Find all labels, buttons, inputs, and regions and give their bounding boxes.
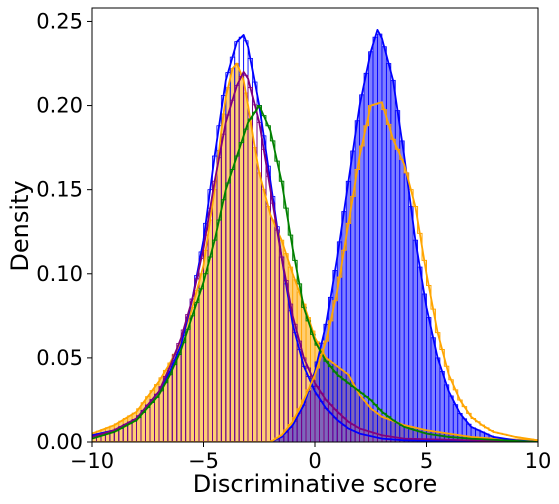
histogram-bar — [430, 337, 436, 442]
histogram-bar — [198, 273, 204, 442]
histogram-bar — [261, 189, 267, 442]
plot-content — [92, 28, 538, 442]
histogram-bar — [238, 74, 245, 442]
histogram-bar — [377, 33, 383, 442]
histogram-bar — [194, 290, 200, 442]
histogram-bar — [274, 229, 280, 442]
histogram-bar — [220, 113, 227, 442]
kde-line-3 — [92, 71, 538, 442]
histogram-bar — [189, 307, 195, 442]
histogram-bar — [417, 266, 423, 442]
histogram-bar — [212, 189, 218, 442]
histogram-bar — [256, 172, 262, 442]
x-axis-label: Discriminative score — [193, 470, 438, 498]
histogram-bar — [247, 119, 253, 442]
x-tick-label: 5 — [420, 449, 433, 473]
y-tick-label: 0.10 — [36, 262, 83, 286]
histogram-bar — [426, 317, 432, 442]
histogram-bar — [127, 415, 133, 442]
histogram-bar — [421, 293, 427, 442]
y-tick-label: 0.05 — [36, 346, 83, 370]
y-axis-label: Density — [6, 180, 34, 271]
histogram-bar — [243, 92, 249, 442]
histogram-bar — [118, 420, 124, 442]
histogram-bar — [131, 412, 137, 442]
histogram-bar — [122, 418, 129, 442]
y-tick-label: 0.15 — [36, 178, 83, 202]
histogram-bar — [435, 357, 441, 442]
histogram-bar — [412, 239, 418, 442]
y-tick-label: 0.25 — [36, 9, 83, 33]
x-tick-label: 10 — [525, 449, 552, 473]
histogram-bar — [399, 140, 405, 442]
histogram-bar — [216, 150, 222, 442]
histogram-bar — [225, 87, 231, 442]
histogram-bar — [448, 395, 454, 442]
histogram-bar — [452, 404, 459, 442]
kde-line-1 — [92, 28, 538, 442]
histogram-bar — [372, 36, 378, 442]
x-tick-label: 0 — [308, 449, 321, 473]
histogram-bar — [185, 320, 191, 442]
y-tick-label: 0.20 — [36, 94, 83, 118]
histogram-bar — [180, 333, 187, 442]
histogram-bar — [403, 172, 410, 442]
kde-line-2 — [92, 34, 538, 442]
histogram-bar — [394, 110, 401, 442]
histogram-bar — [408, 206, 414, 442]
series-1 — [269, 33, 530, 442]
histogram-bar — [301, 404, 307, 442]
histogram-bar — [229, 68, 236, 442]
histogram-bar — [109, 425, 115, 442]
kde-line-4 — [92, 104, 538, 442]
histogram-bar — [439, 370, 445, 442]
plot-area — [92, 28, 538, 442]
histogram-bar — [234, 63, 240, 442]
histogram-bar — [252, 147, 258, 442]
x-tick-label: −5 — [188, 449, 219, 473]
histogram-bar — [113, 423, 120, 442]
histogram-bar — [265, 206, 271, 442]
histogram-bar — [269, 219, 276, 442]
x-tick-label: −10 — [70, 449, 114, 473]
y-tick-label: 0.00 — [36, 430, 83, 454]
axes: −10 −5 0 5 10 0.00 0.05 0.10 0.15 0.20 0.25 — [36, 7, 552, 473]
kde-line-5 — [92, 101, 538, 442]
